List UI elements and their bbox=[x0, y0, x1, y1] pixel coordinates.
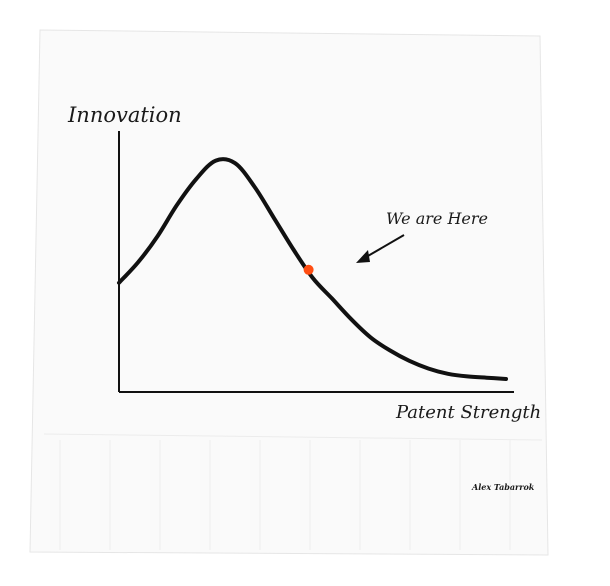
annotation-marker bbox=[304, 265, 314, 275]
y-axis-label: Innovation bbox=[67, 103, 182, 127]
author-credit: Alex Tabarrok bbox=[471, 482, 535, 492]
annotation-label: We are Here bbox=[386, 209, 488, 228]
x-axis-label: Patent Strength bbox=[395, 402, 541, 423]
